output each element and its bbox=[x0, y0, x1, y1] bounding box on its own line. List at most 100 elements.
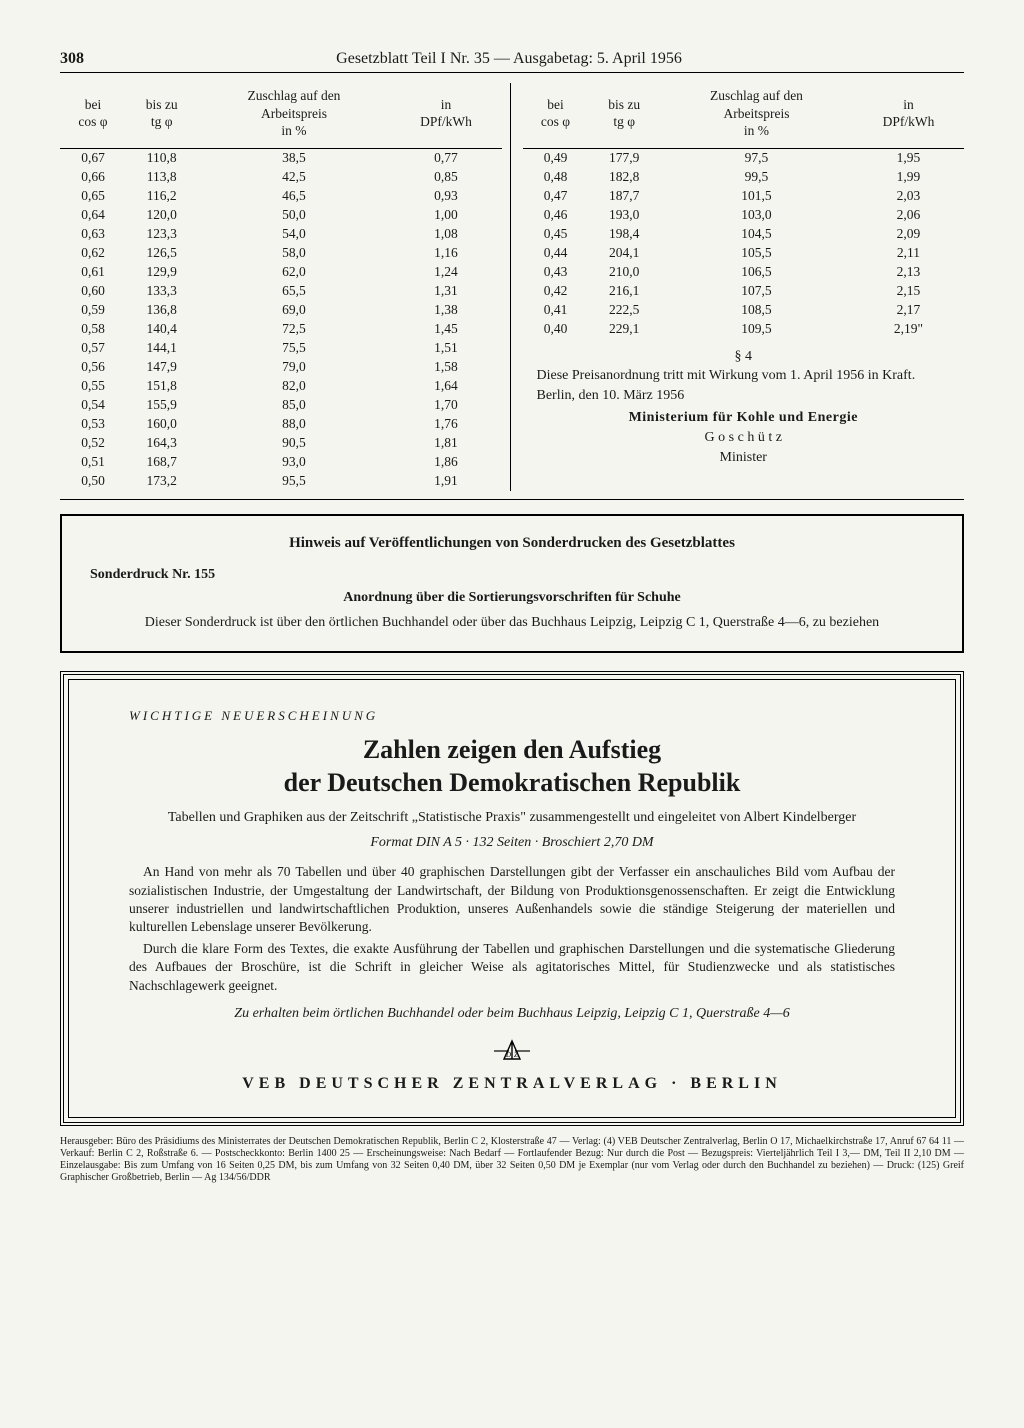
hinweis-box: Hinweis auf Veröffentlichungen von Sonde… bbox=[60, 514, 964, 654]
table-row: 0,43210,0106,52,13 bbox=[523, 263, 965, 282]
table-row: 0,45198,4104,52,09 bbox=[523, 225, 965, 244]
table-cell: 0,48 bbox=[523, 168, 589, 187]
table-cell: 126,5 bbox=[126, 244, 197, 263]
table-cell: 0,64 bbox=[60, 206, 126, 225]
table-cell: 113,8 bbox=[126, 168, 197, 187]
table-cell: 0,54 bbox=[60, 396, 126, 415]
table-cell: 168,7 bbox=[126, 453, 197, 472]
table-cell: 38,5 bbox=[197, 148, 390, 168]
table-row: 0,44204,1105,52,11 bbox=[523, 244, 965, 263]
table-cell: 129,9 bbox=[126, 263, 197, 282]
ministry-name: Ministerium für Kohle und Energie bbox=[523, 408, 965, 428]
table-row: 0,46193,0103,02,06 bbox=[523, 206, 965, 225]
svg-text:D: D bbox=[505, 1051, 511, 1059]
table-cell: 2,15 bbox=[853, 282, 964, 301]
table-cell: 1,70 bbox=[390, 396, 501, 415]
table-cell: 0,46 bbox=[523, 206, 589, 225]
ad-publisher: VEB DEUTSCHER ZENTRALVERLAG · BERLIN bbox=[129, 1075, 895, 1093]
table-cell: 1,86 bbox=[390, 453, 501, 472]
hinweis-body: Dieser Sonderdruck ist über den örtliche… bbox=[90, 612, 934, 633]
table-row: 0,54155,985,01,70 bbox=[60, 396, 502, 415]
ad-paragraph-2: Durch die klare Form des Textes, die exa… bbox=[129, 940, 895, 995]
table-cell: 79,0 bbox=[197, 358, 390, 377]
table-header-cell: bis zutg φ bbox=[589, 83, 660, 148]
ad-title: Zahlen zeigen den Aufstiegder Deutschen … bbox=[129, 734, 895, 799]
ad-subtitle: Tabellen und Graphiken aus der Zeitschri… bbox=[129, 809, 895, 827]
table-row: 0,42216,1107,52,15 bbox=[523, 282, 965, 301]
table-cell: 160,0 bbox=[126, 415, 197, 434]
table-row: 0,55151,882,01,64 bbox=[60, 377, 502, 396]
table-cell: 1,00 bbox=[390, 206, 501, 225]
table-row: 0,65116,246,50,93 bbox=[60, 187, 502, 206]
table-cell: 0,65 bbox=[60, 187, 126, 206]
table-cell: 0,53 bbox=[60, 415, 126, 434]
table-cell: 216,1 bbox=[589, 282, 660, 301]
data-table-left: beicos φbis zutg φZuschlag auf denArbeit… bbox=[60, 83, 502, 491]
table-row: 0,49177,997,51,95 bbox=[523, 148, 965, 168]
table-cell: 140,4 bbox=[126, 320, 197, 339]
table-cell: 101,5 bbox=[660, 187, 853, 206]
table-cell: 104,5 bbox=[660, 225, 853, 244]
table-cell: 0,63 bbox=[60, 225, 126, 244]
table-row: 0,60133,365,51,31 bbox=[60, 282, 502, 301]
table-cell: 136,8 bbox=[126, 301, 197, 320]
table-cell: 72,5 bbox=[197, 320, 390, 339]
table-row: 0,40229,1109,52,19" bbox=[523, 320, 965, 339]
table-cell: 0,93 bbox=[390, 187, 501, 206]
table-cell: 0,62 bbox=[60, 244, 126, 263]
table-cell: 50,0 bbox=[197, 206, 390, 225]
table-cell: 193,0 bbox=[589, 206, 660, 225]
svg-text:Z: Z bbox=[514, 1051, 518, 1059]
table-cell: 1,08 bbox=[390, 225, 501, 244]
table-cell: 62,0 bbox=[197, 263, 390, 282]
table-cell: 88,0 bbox=[197, 415, 390, 434]
ad-erhalten: Zu erhalten beim örtlichen Buchhandel od… bbox=[129, 1005, 895, 1023]
table-row: 0,59136,869,01,38 bbox=[60, 301, 502, 320]
table-cell: 2,06 bbox=[853, 206, 964, 225]
table-cell: 123,3 bbox=[126, 225, 197, 244]
table-cell: 2,11 bbox=[853, 244, 964, 263]
table-cell: 1,81 bbox=[390, 434, 501, 453]
section-4: § 4 Diese Preisanordnung tritt mit Wirku… bbox=[523, 339, 965, 468]
table-cell: 85,0 bbox=[197, 396, 390, 415]
table-cell: 182,8 bbox=[589, 168, 660, 187]
table-cell: 133,3 bbox=[126, 282, 197, 301]
table-cell: 198,4 bbox=[589, 225, 660, 244]
table-cell: 54,0 bbox=[197, 225, 390, 244]
data-table-right: beicos φbis zutg φZuschlag auf denArbeit… bbox=[523, 83, 965, 339]
table-left-column: beicos φbis zutg φZuschlag auf denArbeit… bbox=[60, 83, 511, 491]
table-row: 0,48182,899,51,99 bbox=[523, 168, 965, 187]
table-cell: 1,24 bbox=[390, 263, 501, 282]
table-row: 0,57144,175,51,51 bbox=[60, 339, 502, 358]
page-header: 308 Gesetzblatt Teil I Nr. 35 — Ausgabet… bbox=[60, 50, 964, 73]
table-row: 0,56147,979,01,58 bbox=[60, 358, 502, 377]
table-cell: 177,9 bbox=[589, 148, 660, 168]
table-cell: 1,99 bbox=[853, 168, 964, 187]
table-cell: 2,19" bbox=[853, 320, 964, 339]
page-number: 308 bbox=[60, 50, 84, 68]
signatory-name: G o s c h ü t z bbox=[523, 428, 965, 448]
hinweis-sub: Sonderdruck Nr. 155 bbox=[90, 564, 934, 585]
table-cell: 95,5 bbox=[197, 472, 390, 491]
table-header-cell: Zuschlag auf denArbeitspreisin % bbox=[660, 83, 853, 148]
table-row: 0,67110,838,50,77 bbox=[60, 148, 502, 168]
table-cell: 229,1 bbox=[589, 320, 660, 339]
table-cell: 204,1 bbox=[589, 244, 660, 263]
table-cell: 46,5 bbox=[197, 187, 390, 206]
table-row: 0,47187,7101,52,03 bbox=[523, 187, 965, 206]
table-cell: 97,5 bbox=[660, 148, 853, 168]
table-cell: 103,0 bbox=[660, 206, 853, 225]
table-row: 0,62126,558,01,16 bbox=[60, 244, 502, 263]
imprint: Herausgeber: Büro des Präsidiums des Min… bbox=[60, 1136, 964, 1184]
table-cell: 0,51 bbox=[60, 453, 126, 472]
table-cell: 0,85 bbox=[390, 168, 501, 187]
table-header-cell: inDPf/kWh bbox=[853, 83, 964, 148]
table-cell: 2,17 bbox=[853, 301, 964, 320]
table-cell: 164,3 bbox=[126, 434, 197, 453]
table-cell: 155,9 bbox=[126, 396, 197, 415]
table-header-cell: Zuschlag auf denArbeitspreisin % bbox=[197, 83, 390, 148]
table-cell: 144,1 bbox=[126, 339, 197, 358]
table-cell: 0,59 bbox=[60, 301, 126, 320]
header-title: Gesetzblatt Teil I Nr. 35 — Ausgabetag: … bbox=[336, 50, 682, 68]
table-cell: 99,5 bbox=[660, 168, 853, 187]
